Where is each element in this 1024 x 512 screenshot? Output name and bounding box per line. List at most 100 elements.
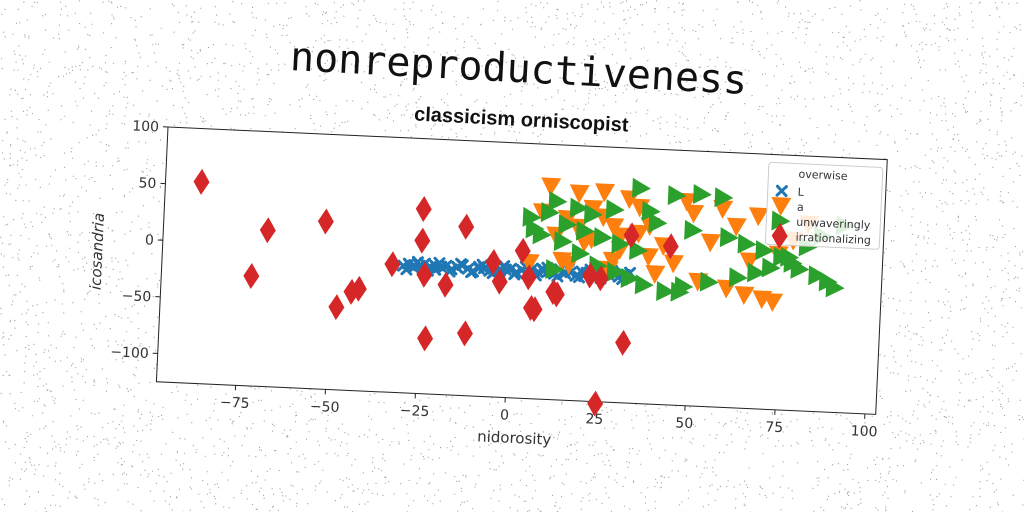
data-point xyxy=(790,258,810,279)
data-point xyxy=(485,249,502,276)
data-point xyxy=(328,294,345,321)
data-point xyxy=(692,183,712,204)
y-tick-label: −50 xyxy=(121,288,151,305)
data-point xyxy=(407,259,421,272)
legend-entry-a: a xyxy=(797,201,804,214)
data-point xyxy=(548,191,568,212)
x-tick-label: 75 xyxy=(765,419,784,436)
data-point xyxy=(595,183,616,203)
data-point xyxy=(456,320,473,347)
chart-subtitle: classicism orniscopist xyxy=(414,103,630,136)
data-point xyxy=(604,217,625,237)
data-point xyxy=(573,271,586,284)
data-point xyxy=(699,271,719,292)
data-point xyxy=(656,281,676,301)
data-point xyxy=(684,204,705,224)
data-point xyxy=(648,212,668,233)
data-point xyxy=(400,263,413,276)
data-point xyxy=(670,281,690,302)
data-point xyxy=(582,262,599,289)
data-point xyxy=(569,197,589,218)
series-unwaveringly xyxy=(522,177,855,302)
y-tick-label: −100 xyxy=(110,344,149,362)
legend-box xyxy=(764,161,884,250)
data-point xyxy=(571,243,591,264)
y-tick-label: 100 xyxy=(132,118,159,135)
data-point xyxy=(526,296,543,323)
data-point xyxy=(739,252,760,272)
data-point xyxy=(634,274,654,295)
data-point xyxy=(645,264,666,284)
data-point xyxy=(641,200,661,221)
y-axis-label: icosandria xyxy=(87,212,108,290)
data-point xyxy=(620,268,640,289)
data-point xyxy=(520,264,537,291)
data-point xyxy=(755,240,775,261)
data-point xyxy=(606,261,626,282)
data-point xyxy=(243,263,260,289)
data-point xyxy=(575,220,595,241)
data-point xyxy=(583,203,603,224)
data-point xyxy=(808,265,828,286)
data-point xyxy=(193,168,210,195)
series-irrationalizing xyxy=(193,168,679,417)
data-point xyxy=(719,227,739,248)
data-point xyxy=(540,202,560,223)
data-point xyxy=(587,390,604,417)
data-point xyxy=(763,292,784,312)
data-point xyxy=(615,329,632,356)
data-point xyxy=(728,267,748,288)
data-point xyxy=(414,227,431,254)
y-tick-label: 0 xyxy=(145,232,155,248)
data-point xyxy=(592,265,609,292)
plot-area: −75 −50 −25 0 25 50 75 100 −100 −50 0 50 100 nidorosi… xyxy=(87,118,888,449)
data-point xyxy=(415,195,432,222)
data-point xyxy=(611,233,631,254)
data-point xyxy=(825,277,845,298)
data-point xyxy=(317,208,334,235)
x-tick-label: −25 xyxy=(399,403,429,420)
x-tick-label: 25 xyxy=(585,411,604,428)
data-point xyxy=(602,251,623,271)
data-point xyxy=(748,207,769,227)
data-point xyxy=(384,251,401,278)
legend-entry-unwaveringly: unwaveringly xyxy=(796,216,871,232)
data-point xyxy=(780,246,800,267)
legend-marker-a xyxy=(771,196,792,216)
data-point xyxy=(700,233,721,253)
data-point xyxy=(623,222,640,249)
legend-entry-irrationalizing: irrationalizing xyxy=(795,231,871,247)
data-point xyxy=(667,185,687,206)
data-point xyxy=(737,233,757,254)
data-point xyxy=(629,240,649,261)
legend-entry-L: L xyxy=(797,186,805,199)
data-point xyxy=(491,268,508,295)
y-tick-label: 50 xyxy=(138,175,157,192)
data-point xyxy=(259,217,276,244)
data-point xyxy=(450,260,464,274)
x-tick-label: 0 xyxy=(500,407,510,423)
data-point xyxy=(545,258,565,279)
data-point xyxy=(548,281,565,308)
data-point xyxy=(525,218,545,239)
data-point xyxy=(350,275,367,302)
data-point xyxy=(605,199,625,220)
data-point xyxy=(553,230,573,251)
data-point xyxy=(458,213,475,240)
data-point xyxy=(417,325,434,352)
data-point xyxy=(541,177,562,197)
data-point xyxy=(472,261,485,275)
data-point xyxy=(631,177,651,198)
data-point xyxy=(714,187,734,208)
data-point xyxy=(761,257,781,278)
data-point xyxy=(465,266,478,279)
legend-marker-irrationalizing xyxy=(771,222,788,249)
data-point xyxy=(569,184,590,204)
data-point xyxy=(558,214,578,235)
data-point xyxy=(734,286,755,305)
data-point xyxy=(593,227,613,248)
data-point xyxy=(662,233,679,260)
x-tick-label: 50 xyxy=(675,415,694,432)
